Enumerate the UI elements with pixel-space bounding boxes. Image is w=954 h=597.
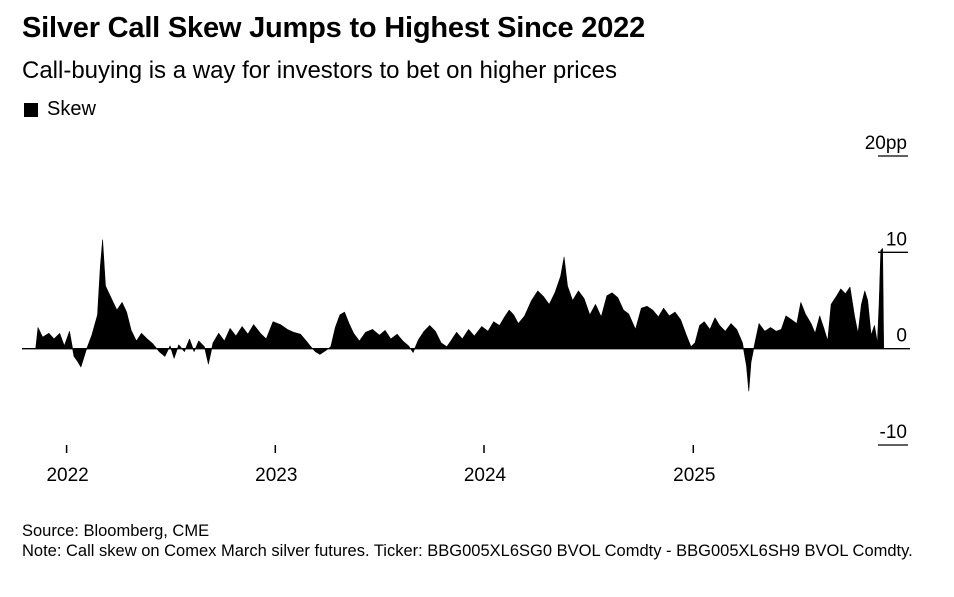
- y-tick-label: 10: [886, 229, 907, 250]
- legend-label-skew: Skew: [47, 98, 96, 120]
- chart-footer: Source: Bloomberg, CME Note: Call skew o…: [22, 521, 932, 561]
- x-tick-label: 2024: [464, 465, 507, 486]
- series-area-skew: [35, 239, 884, 392]
- methodology-note: Note: Call skew on Comex March silver fu…: [22, 542, 913, 560]
- legend-swatch-skew: [24, 102, 38, 117]
- y-tick-label: -10: [880, 422, 907, 443]
- x-tick-label: 2023: [255, 465, 297, 486]
- chart-title: Silver Call Skew Jumps to Highest Since …: [22, 12, 646, 44]
- chart-subtitle: Call-buying is a way for investors to be…: [22, 57, 617, 84]
- skew-area-chart: 20pp 10 0 -10 2022 2023 2024 2025: [22, 133, 910, 486]
- x-tick-label: 2022: [46, 465, 88, 486]
- source-note: Source: Bloomberg, CME: [22, 522, 210, 540]
- x-tick-label: 2025: [673, 465, 715, 486]
- y-tick-label: 20pp: [865, 133, 907, 154]
- y-tick-label: 0: [896, 326, 907, 347]
- legend: Skew: [24, 98, 96, 121]
